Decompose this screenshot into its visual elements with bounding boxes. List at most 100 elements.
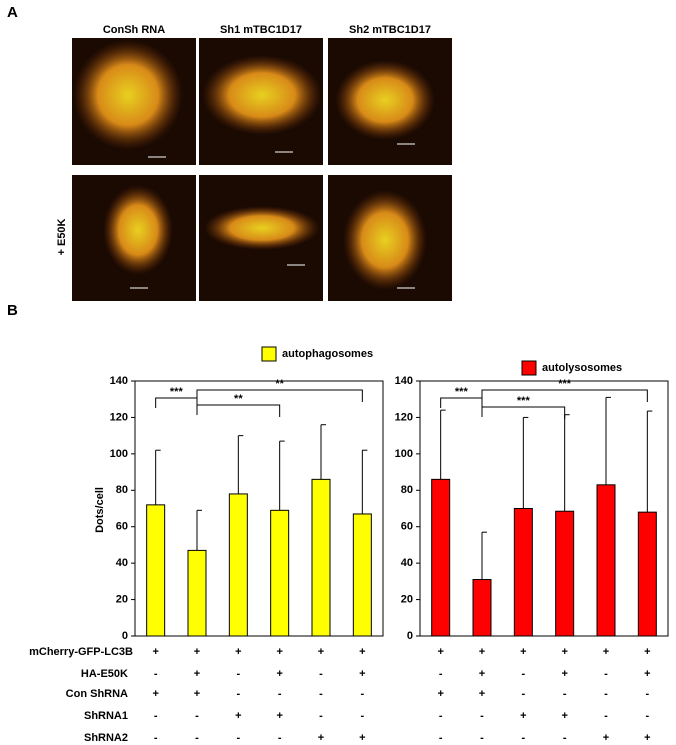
condition-sign: -	[563, 688, 567, 700]
condition-sign: -	[360, 688, 364, 700]
condition-sign: +	[479, 668, 485, 680]
condition-sign: -	[154, 668, 158, 680]
y-tick-label: 140	[395, 375, 413, 387]
condition-sign: -	[480, 732, 484, 744]
y-tick-label: 120	[395, 411, 413, 423]
bar	[352, 513, 372, 637]
legend-swatch	[261, 346, 277, 362]
condition-sign: -	[439, 732, 443, 744]
plot-frame	[134, 380, 384, 637]
bar	[270, 509, 290, 637]
column-header: ConSh RNA	[103, 24, 165, 36]
y-axis-title: Dots/cell	[94, 487, 106, 533]
condition-sign: -	[645, 710, 649, 722]
condition-sign: +	[276, 646, 282, 658]
row-label: + E50K	[56, 218, 68, 255]
condition-sign: -	[604, 668, 608, 680]
bar	[513, 508, 533, 637]
significance-label: ***	[455, 386, 469, 398]
condition-sign: +	[561, 710, 567, 722]
condition-sign: +	[520, 710, 526, 722]
condition-sign: +	[318, 732, 324, 744]
y-tick-label: 120	[110, 411, 128, 423]
condition-label: ShRNA1	[84, 710, 128, 722]
condition-sign: +	[194, 646, 200, 658]
condition-sign: -	[319, 710, 323, 722]
panel-label: A	[7, 4, 18, 21]
bar	[146, 504, 166, 637]
y-tick-label: 0	[122, 630, 128, 642]
bar	[228, 493, 248, 637]
condition-sign: +	[479, 646, 485, 658]
condition-label: HA-E50K	[81, 668, 128, 680]
y-tick-label: 60	[401, 521, 413, 533]
bar	[187, 549, 207, 637]
condition-sign: -	[278, 732, 282, 744]
significance-bracket	[481, 389, 648, 402]
condition-sign: -	[236, 668, 240, 680]
bar	[596, 484, 616, 637]
condition-sign: +	[437, 688, 443, 700]
significance-bracket	[196, 404, 281, 417]
condition-sign: +	[276, 710, 282, 722]
condition-sign: +	[359, 646, 365, 658]
condition-sign: -	[154, 710, 158, 722]
condition-sign: -	[521, 732, 525, 744]
legend-label: autolysosomes	[542, 362, 622, 374]
condition-label: ShRNA2	[84, 732, 128, 744]
significance-label: ***	[517, 395, 531, 407]
significance-bracket	[481, 406, 566, 419]
significance-label: **	[275, 378, 284, 390]
condition-sign: -	[195, 710, 199, 722]
condition-sign: +	[235, 646, 241, 658]
condition-sign: +	[235, 710, 241, 722]
condition-sign: -	[645, 688, 649, 700]
y-tick-label: 40	[116, 557, 128, 569]
legend-swatch	[521, 360, 537, 376]
condition-sign: -	[521, 668, 525, 680]
condition-sign: +	[437, 646, 443, 658]
bar	[472, 579, 492, 637]
condition-sign: -	[439, 710, 443, 722]
condition-sign: +	[603, 646, 609, 658]
significance-bracket	[196, 389, 363, 402]
condition-sign: +	[194, 668, 200, 680]
condition-label: mCherry-GFP-LC3B	[29, 646, 133, 658]
significance-bracket	[155, 397, 198, 410]
condition-sign: +	[644, 732, 650, 744]
y-tick-label: 40	[401, 557, 413, 569]
significance-label: ***	[170, 386, 184, 398]
y-tick-label: 60	[116, 521, 128, 533]
condition-sign: +	[644, 646, 650, 658]
condition-sign: +	[152, 688, 158, 700]
condition-sign: +	[318, 646, 324, 658]
bar	[311, 478, 331, 637]
bar	[637, 511, 657, 637]
condition-sign: -	[195, 732, 199, 744]
column-header: Sh1 mTBC1D17	[220, 24, 302, 36]
condition-sign: -	[563, 732, 567, 744]
column-header: Sh2 mTBC1D17	[349, 24, 431, 36]
condition-sign: -	[236, 732, 240, 744]
y-tick-label: 20	[116, 593, 128, 605]
condition-label: Con ShRNA	[66, 688, 128, 700]
condition-sign: +	[644, 668, 650, 680]
y-tick-label: 80	[116, 484, 128, 496]
y-tick-label: 20	[401, 593, 413, 605]
condition-sign: +	[561, 668, 567, 680]
condition-sign: -	[319, 688, 323, 700]
condition-sign: -	[236, 688, 240, 700]
condition-sign: -	[604, 688, 608, 700]
y-tick-label: 80	[401, 484, 413, 496]
panel-label: B	[7, 302, 18, 319]
y-tick-label: 100	[395, 448, 413, 460]
significance-label: **	[234, 393, 243, 405]
condition-sign: -	[278, 688, 282, 700]
condition-sign: +	[561, 646, 567, 658]
significance-label: ***	[558, 378, 572, 390]
y-tick-label: 140	[110, 375, 128, 387]
condition-sign: +	[359, 732, 365, 744]
micrographs	[72, 38, 452, 301]
plot-frame	[419, 380, 669, 637]
